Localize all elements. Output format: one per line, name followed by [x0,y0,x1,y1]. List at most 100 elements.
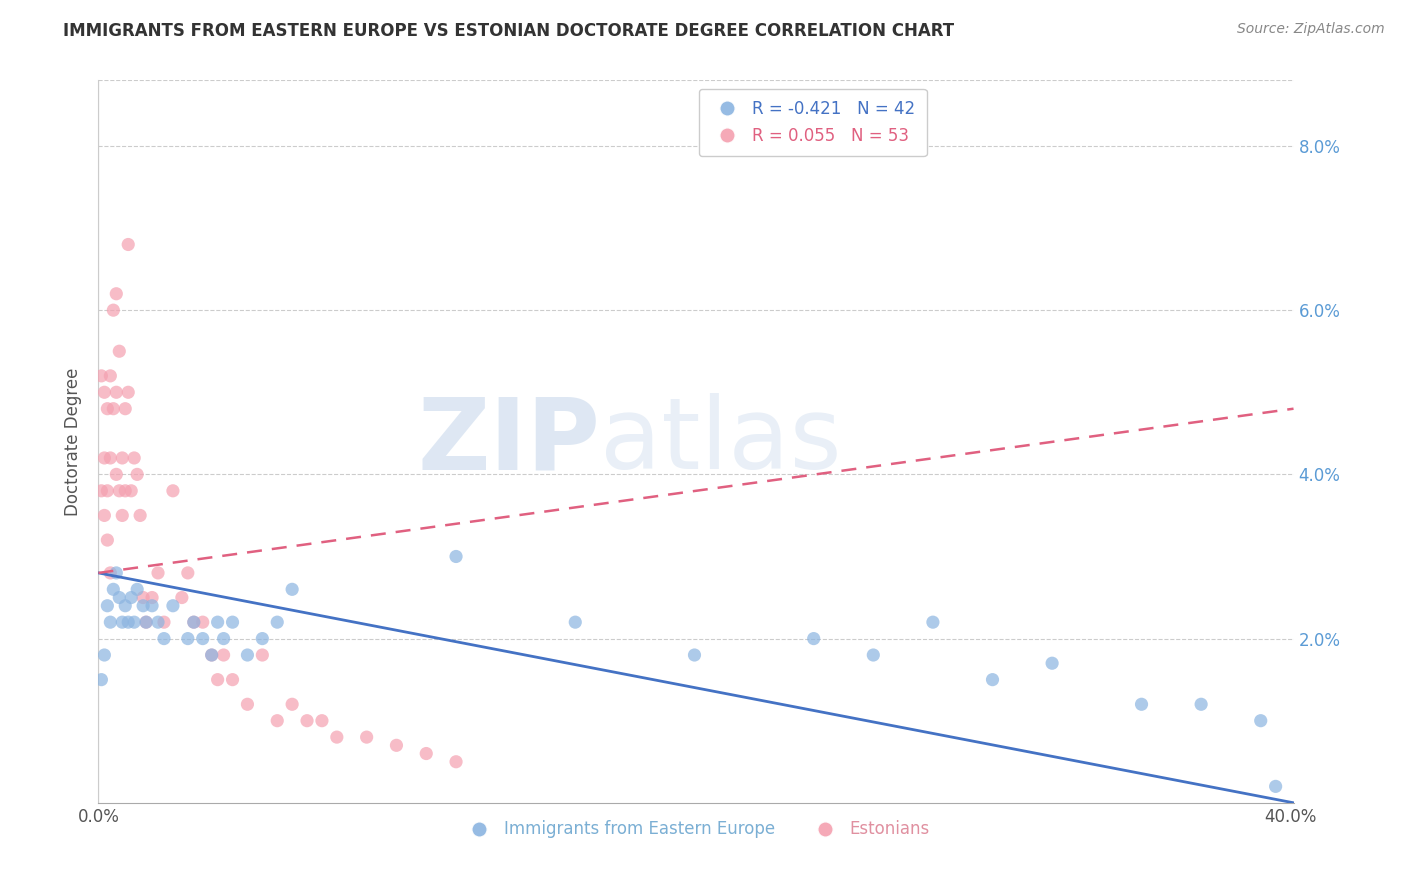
Point [252,632,274,646]
Point [444,755,467,769]
Point [170,591,193,605]
Point [281,698,304,712]
Point [266,615,288,630]
Point [103,582,125,597]
Point [221,615,243,630]
Point [117,615,139,630]
Y-axis label: Doctorate Degree: Doctorate Degree [65,368,83,516]
Point [96,599,118,613]
Point [177,566,200,580]
Point [103,401,125,416]
Point [141,599,163,613]
Point [108,344,131,359]
Point [117,237,139,252]
Point [981,673,1004,687]
Point [122,450,145,465]
Point [108,591,131,605]
Point [183,615,205,630]
Point [1130,698,1153,712]
Point [111,450,134,465]
Point [98,615,121,630]
Point [90,673,112,687]
Point [212,632,235,646]
Point [311,714,333,728]
Point [385,739,408,753]
Point [252,648,274,662]
Point [191,632,214,646]
Point [564,615,586,630]
Point [146,615,169,630]
Point [1040,657,1063,671]
Point [98,450,121,465]
Point [922,615,945,630]
Point [90,368,112,383]
Point [105,566,128,580]
Point [177,632,200,646]
Point [183,615,205,630]
Point [93,508,115,523]
Point [207,673,229,687]
Point [444,549,467,564]
Point [122,615,145,630]
Point [201,648,224,662]
Point [1250,714,1272,728]
Point [162,599,184,613]
Point [135,615,157,630]
Point [1264,780,1286,794]
Text: Source: ZipAtlas.com: Source: ZipAtlas.com [1237,22,1385,37]
Point [236,698,259,712]
Point [207,615,229,630]
Point [153,632,176,646]
Point [146,566,169,580]
Point [98,368,121,383]
Point [803,632,825,646]
Point [114,483,136,498]
Point [127,467,149,482]
Legend: Immigrants from Eastern Europe, Estonians: Immigrants from Eastern Europe, Estonian… [456,814,936,845]
Point [117,385,139,400]
Point [281,582,304,597]
Point [356,730,378,744]
Point [93,450,115,465]
Point [295,714,318,728]
Point [127,582,149,597]
Point [132,591,155,605]
Point [132,599,155,613]
Point [236,648,259,662]
Point [266,714,288,728]
Point [111,615,134,630]
Point [103,303,125,318]
Point [326,730,349,744]
Point [221,673,243,687]
Point [1189,698,1212,712]
Point [98,566,121,580]
Point [96,483,118,498]
Point [135,615,157,630]
Point [105,286,128,301]
Point [862,648,884,662]
Point [96,401,118,416]
Point [90,483,112,498]
Point [111,508,134,523]
Point [120,483,142,498]
Point [93,648,115,662]
Point [191,615,214,630]
Text: IMMIGRANTS FROM EASTERN EUROPE VS ESTONIAN DOCTORATE DEGREE CORRELATION CHART: IMMIGRANTS FROM EASTERN EUROPE VS ESTONI… [63,22,955,40]
Point [96,533,118,547]
Point [120,591,142,605]
Point [93,385,115,400]
Point [141,591,163,605]
Point [415,747,437,761]
Point [201,648,224,662]
Point [108,483,131,498]
Point [212,648,235,662]
Point [129,508,152,523]
Text: atlas: atlas [600,393,842,490]
Point [162,483,184,498]
Point [105,385,128,400]
Point [105,467,128,482]
Point [683,648,706,662]
Point [114,599,136,613]
Point [114,401,136,416]
Text: ZIP: ZIP [418,393,600,490]
